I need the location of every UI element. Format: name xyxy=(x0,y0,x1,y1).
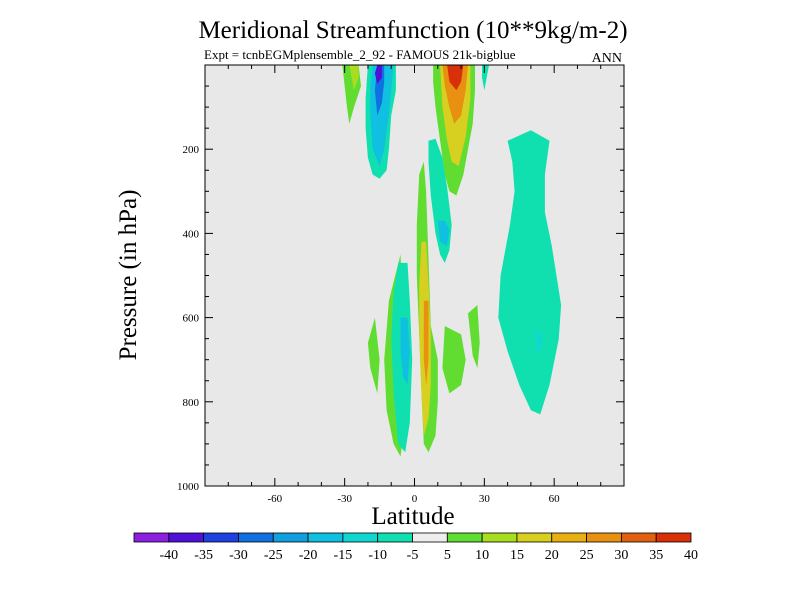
colorbar-swatch xyxy=(377,532,413,543)
y-tick-label: 400 xyxy=(183,228,200,240)
colorbar-swatch xyxy=(272,532,309,543)
colorbar-label: 15 xyxy=(510,548,524,563)
chart-subtitle: Expt = tcnbEGMplensemble_2_92 - FAMOUS 2… xyxy=(204,47,516,62)
colorbar-label: -10 xyxy=(368,548,387,563)
contour-region-right-negative-cell-inner xyxy=(535,330,543,356)
colorbar-swatch xyxy=(238,532,274,543)
colorbar-swatch xyxy=(203,532,239,543)
contour-region-lower-green-right-b xyxy=(468,305,480,369)
x-axis-label: Latitude xyxy=(371,503,454,530)
y-tick-labels: 200 400 600 800 1000 xyxy=(177,144,200,493)
season-annotation: ANN xyxy=(592,51,622,66)
colorbar-label: 10 xyxy=(475,548,489,563)
y-tick-label: 1000 xyxy=(177,481,200,493)
x-tick-label: -30 xyxy=(337,493,352,505)
colorbar-swatch xyxy=(620,532,657,543)
chart-title: Meridional Streamfunction (10**9kg/m-2) xyxy=(198,17,627,44)
colorbar-label: -25 xyxy=(264,548,283,563)
contour-region-lower-green-right-a xyxy=(442,326,466,394)
x-tick-labels: -60 -30 0 30 60 xyxy=(267,493,560,505)
y-tick-label: 600 xyxy=(183,313,200,325)
colorbar-swatch xyxy=(586,532,622,543)
y-tick-label: 800 xyxy=(183,397,200,409)
colorbar-label: -20 xyxy=(299,548,318,563)
plot-background xyxy=(205,65,624,486)
colorbar-swatch xyxy=(481,532,518,543)
contour-region-upper-yellow-left xyxy=(349,65,359,91)
contour-region-upper-positive-cell-core xyxy=(447,65,464,91)
colorbar-swatch xyxy=(168,532,205,543)
contour-region-upper-right-small-negative xyxy=(482,65,489,91)
colorbar-swatch xyxy=(307,532,344,543)
colorbar-label: 20 xyxy=(545,548,559,563)
colorbar-label: 30 xyxy=(614,548,628,563)
colorbar-label: -5 xyxy=(407,548,419,563)
colorbar-label: -15 xyxy=(334,548,353,563)
colorbar-swatch xyxy=(412,532,448,543)
contour-region-upper-negative-cell-core xyxy=(374,65,382,84)
colorbar-swatch xyxy=(342,532,379,543)
contour-region-mid-negative-tongue-inner xyxy=(437,220,450,246)
contour-region-lower-positive-column-inner xyxy=(423,300,429,385)
colorbar-label: 25 xyxy=(580,548,594,563)
contour-region-upper-positive-cell-inner xyxy=(442,65,468,124)
colorbar-swatch xyxy=(516,532,553,543)
x-tick-label: 0 xyxy=(412,493,418,505)
contour-region-lower-green-left xyxy=(367,317,380,394)
colorbar-label: 40 xyxy=(684,548,698,563)
colorbar xyxy=(133,532,692,543)
axis-ticks xyxy=(205,65,624,486)
colorbar-swatch xyxy=(655,532,692,543)
colorbar-label: 35 xyxy=(649,548,663,563)
y-tick-label: 200 xyxy=(183,144,200,156)
contour-region-lower-negative-cell-inner xyxy=(400,317,410,385)
colorbar-swatch xyxy=(133,532,170,543)
x-tick-label: 30 xyxy=(479,493,491,505)
colorbar-label: 5 xyxy=(444,548,451,563)
colorbar-label: -35 xyxy=(194,548,213,563)
colorbar-labels: -40 -35 -30 -25 -20 -15 -10 -5 5 10 15 20 25 30 35 40 xyxy=(159,548,698,563)
colorbar-swatch xyxy=(446,532,483,543)
colorbar-label: -40 xyxy=(159,548,178,563)
y-axis-label: Pressure (in hPa) xyxy=(115,190,142,361)
x-tick-label: -60 xyxy=(267,493,282,505)
contour-region-right-negative-cell xyxy=(498,130,562,415)
colorbar-label: -30 xyxy=(229,548,248,563)
colorbar-swatch xyxy=(551,532,587,543)
x-tick-label: 60 xyxy=(549,493,561,505)
contour-regions xyxy=(342,65,562,457)
